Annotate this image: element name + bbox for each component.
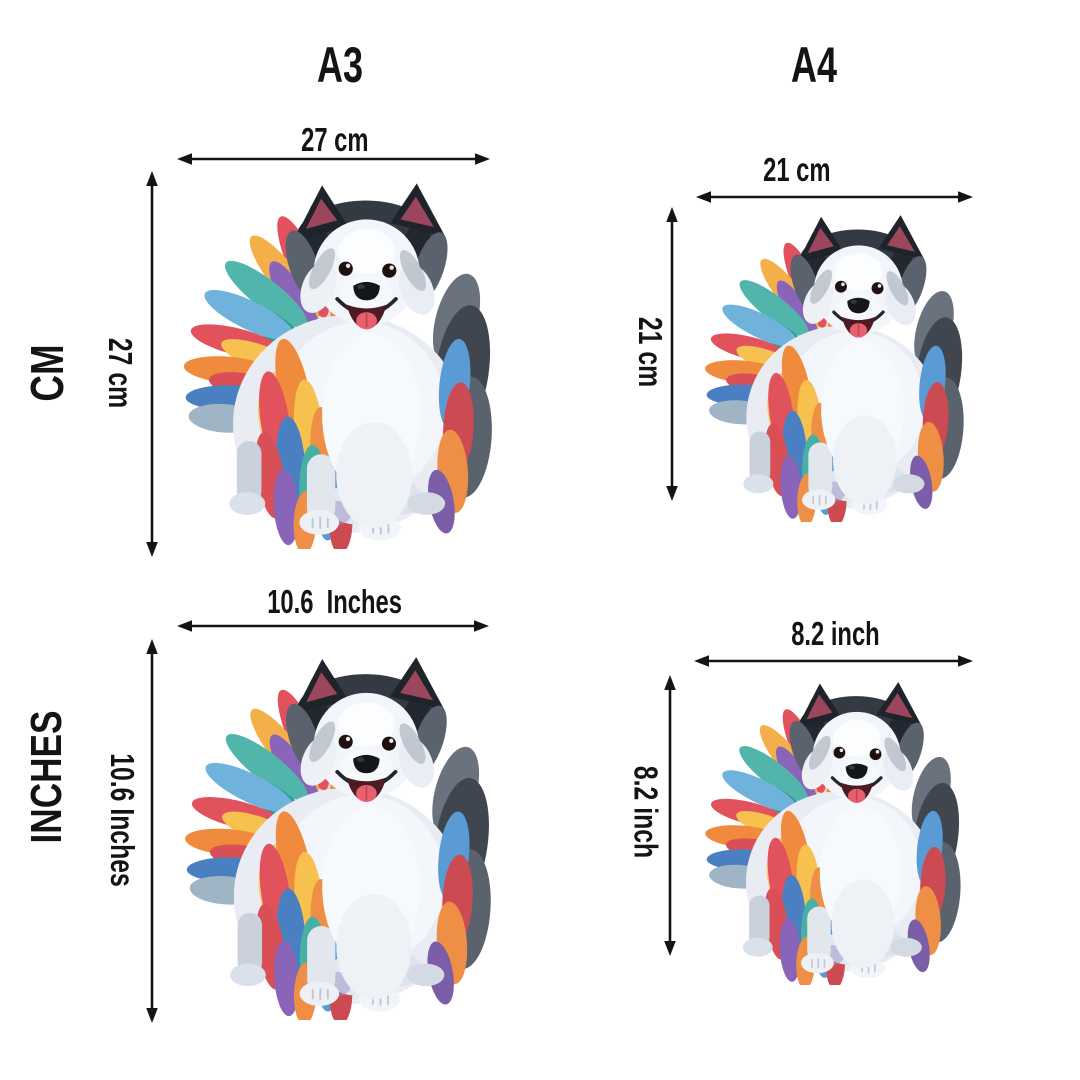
height-dimension-label: 8.2 inch — [627, 765, 665, 859]
column-title-a4: A4 — [790, 37, 838, 93]
width-dimension-label: 10.6 Inches — [267, 583, 403, 620]
dog-illustration — [699, 204, 975, 522]
height-arrow — [662, 675, 678, 956]
dog-illustration — [180, 167, 502, 549]
height-dimension-label: 10.6 Inches — [104, 753, 142, 887]
width-arrow — [694, 653, 973, 669]
width-arrow — [177, 618, 489, 634]
height-arrow — [664, 207, 680, 501]
width-dimension-label: 21 cm — [763, 151, 831, 188]
dog-illustration — [180, 644, 502, 1020]
dog-illustration — [697, 671, 974, 985]
width-dimension-label: 27 cm — [301, 121, 369, 158]
column-title-a3: A3 — [316, 37, 364, 93]
width-dimension-label: 8.2 inch — [790, 615, 880, 652]
height-arrow — [144, 639, 160, 1023]
width-arrow — [696, 189, 973, 205]
height-arrow — [144, 171, 160, 557]
unit-label-inches: INCHES — [22, 710, 71, 844]
height-dimension-label: 21 cm — [632, 316, 670, 388]
height-dimension-label: 27 cm — [102, 337, 140, 409]
unit-label-cm: CM — [21, 344, 74, 402]
width-arrow — [177, 151, 490, 167]
